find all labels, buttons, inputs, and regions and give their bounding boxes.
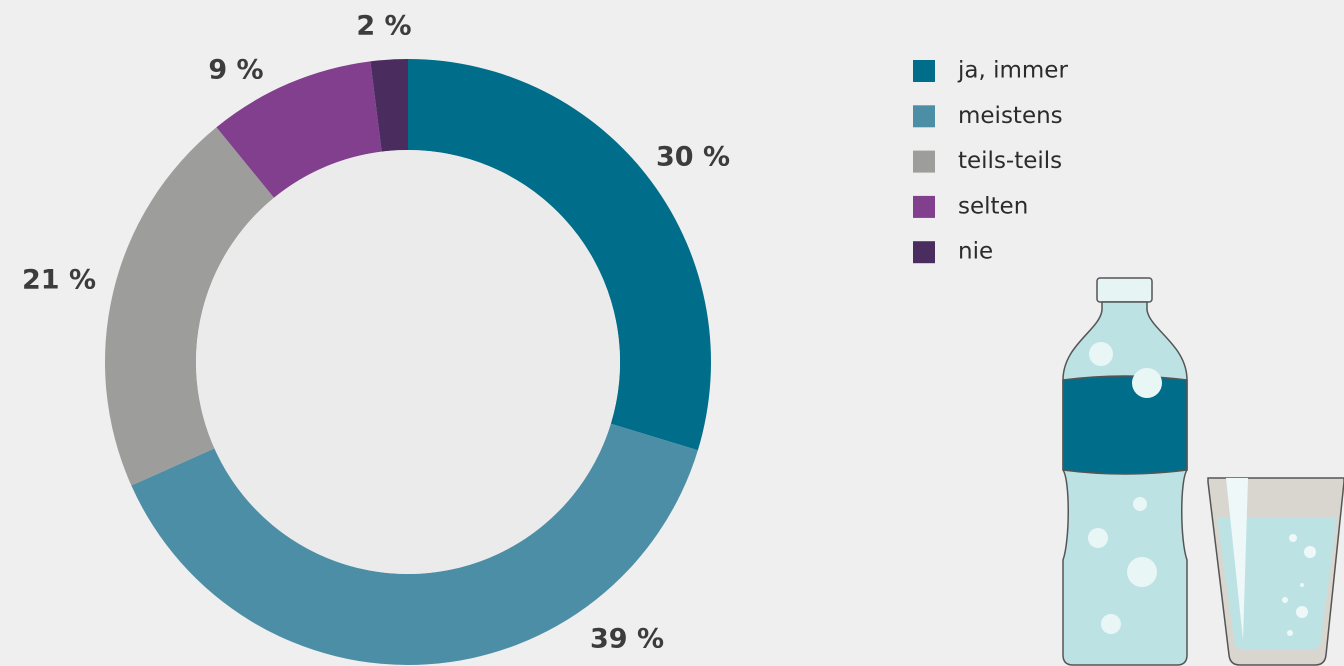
legend-swatch xyxy=(913,105,935,128)
illustration xyxy=(1062,277,1344,666)
legend-swatch xyxy=(913,150,935,173)
value-label: 21 % xyxy=(22,265,96,296)
donut-segment xyxy=(216,61,382,198)
legend-label: meistens xyxy=(958,103,1063,129)
donut-segment xyxy=(105,127,274,486)
legend-label: ja, immer xyxy=(957,58,1068,84)
donut-segment xyxy=(408,59,712,451)
donut-hole xyxy=(196,150,620,574)
legend-swatch xyxy=(913,241,935,264)
value-label: 39 % xyxy=(590,624,664,655)
value-label: 9 % xyxy=(208,55,263,86)
donut-segment xyxy=(131,423,698,666)
legend-label: selten xyxy=(958,193,1028,219)
value-label: 30 % xyxy=(656,142,730,173)
value-label: 2 % xyxy=(356,11,411,42)
legend-label: teils-teils xyxy=(958,148,1062,174)
legend-label: nie xyxy=(958,239,993,265)
legend-swatch xyxy=(913,60,935,82)
donut-segment xyxy=(370,59,408,152)
legend-swatch xyxy=(913,195,935,218)
